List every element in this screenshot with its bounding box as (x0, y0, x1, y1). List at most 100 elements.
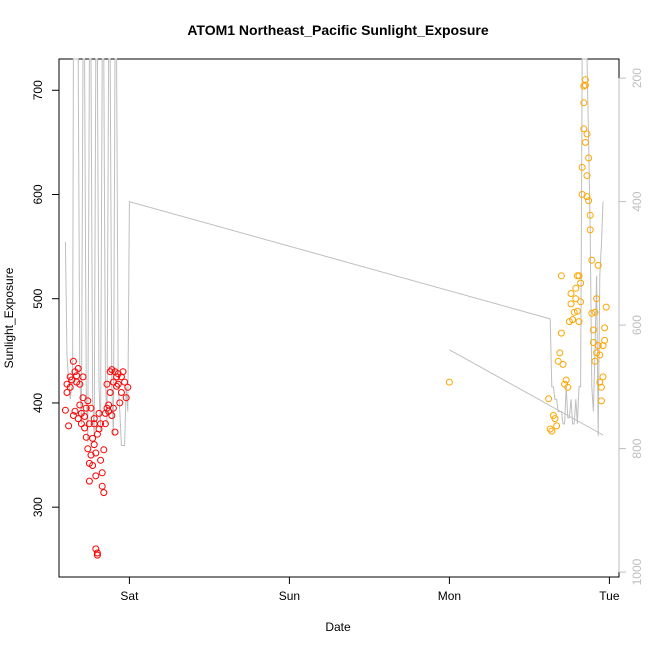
x-tick-label-1: Sun (279, 589, 300, 603)
series-0-point-46 (97, 456, 105, 464)
series-1-point-7 (554, 357, 562, 365)
series-1-point-23 (573, 307, 581, 315)
series-1-point-14 (564, 383, 572, 391)
series-1-point-34 (581, 76, 589, 84)
y2-tick-label-2: 600 (630, 315, 644, 335)
series-0-point-24 (82, 404, 90, 412)
series-0-point-40 (93, 549, 101, 557)
y-tick-label-4: 700 (31, 80, 45, 100)
series-1-point-26 (577, 298, 585, 306)
y2-axis: 200 400 600 800 1000 (618, 68, 644, 585)
series-1-point-29 (578, 163, 586, 171)
y2-tick-label-3: 800 (630, 438, 644, 458)
series-0-point-56 (105, 401, 113, 409)
series-1-point-27 (577, 279, 585, 287)
series-0-point-0 (61, 406, 69, 414)
series-0-point-19 (79, 373, 87, 381)
y2-tick-label-1: 400 (630, 191, 644, 211)
series-1-point-11 (559, 360, 567, 368)
series-1-point-25 (575, 272, 583, 280)
series-0-point-10 (71, 407, 79, 415)
series-1-point-21 (572, 284, 580, 292)
series-1-point-24 (575, 318, 583, 326)
series-1-point-9 (557, 329, 565, 337)
y-tick-label-0: 300 (31, 497, 45, 517)
series-1-point-36 (583, 130, 591, 138)
series-1-point-1 (545, 395, 553, 403)
series-0-point-8 (69, 412, 77, 419)
series-1-point-41 (586, 211, 594, 219)
series-0-point-58 (106, 368, 114, 376)
series-0-point-75 (124, 383, 132, 391)
x-axis-label: Date (325, 620, 351, 634)
series-0-point-34 (90, 441, 98, 449)
series-0-point-54 (103, 380, 111, 388)
series-0-point-73 (121, 378, 129, 386)
series-1-point-52 (594, 261, 602, 269)
series-1-point-54 (596, 351, 604, 359)
x-axis: Sat Sun Mon Tue (120, 576, 620, 603)
series-1-point-6 (553, 422, 561, 430)
y-tick-label-2: 500 (31, 288, 45, 308)
series-1-point-49 (593, 295, 601, 303)
series-1-point-51 (594, 342, 602, 350)
series-1-point-19 (570, 308, 578, 316)
series-0-point-61 (109, 404, 117, 412)
series-0-point-1 (63, 389, 71, 396)
series-0-point-32 (89, 434, 97, 442)
series-1-point-10 (557, 272, 565, 280)
series-0-point-45 (97, 420, 105, 428)
series-1-point-56 (597, 397, 605, 405)
series-1-point-13 (562, 376, 570, 384)
series-0-point-72 (119, 368, 127, 376)
series-0-point-69 (116, 399, 124, 407)
series-0-point-31 (87, 404, 95, 412)
series-1-point-60 (601, 324, 609, 332)
series-0-point-50 (100, 446, 108, 454)
series-0-point-74 (122, 394, 130, 402)
series-1-point-42 (586, 226, 594, 234)
series-1-point-57 (599, 373, 607, 381)
series-0-point-57 (106, 389, 114, 396)
series-1-point-8 (556, 349, 564, 357)
series-1-point-35 (581, 138, 589, 146)
series-1-point-48 (591, 308, 599, 316)
x-tick-label-3: Tue (599, 589, 620, 603)
y2-tick-label-0: 200 (630, 68, 644, 88)
points-layer (61, 76, 610, 559)
line-series-segment-0 (64, 58, 604, 446)
series-0-point-66 (113, 382, 121, 390)
series-0-point-20 (79, 394, 87, 402)
series-0-point-39 (92, 545, 100, 553)
series-1-point-31 (580, 99, 588, 107)
series-1-point-61 (602, 303, 610, 311)
line-series-segment-1 (449, 349, 604, 436)
series-0-point-15 (76, 401, 84, 409)
y-tick-label-3: 600 (31, 184, 45, 204)
series-1-point-38 (583, 193, 591, 201)
series-0-point-7 (69, 357, 77, 365)
chart-title: ATOM1 Northeast_Pacific Sunlight_Exposur… (187, 22, 489, 38)
series-1-point-44 (588, 309, 596, 317)
series-1-point-18 (569, 316, 577, 324)
series-0-point-4 (66, 383, 74, 391)
series-0-point-14 (74, 415, 82, 423)
series-0-point-70 (117, 389, 125, 396)
y-axis: 300 400 500 600 700 (31, 80, 60, 517)
y2-tick-label-4: 1000 (630, 558, 644, 585)
series-0-point-12 (73, 372, 81, 380)
series-1-point-2 (546, 425, 554, 433)
y-axis-label: Sunlight_Exposure (2, 267, 16, 368)
series-0-point-3 (65, 422, 73, 430)
series-1-point-17 (567, 290, 575, 297)
series-1-point-59 (601, 336, 609, 344)
series-1-point-16 (567, 300, 575, 308)
series-1-point-43 (588, 256, 596, 264)
x-tick-label-2: Mon (438, 589, 461, 603)
series-1-point-46 (589, 339, 597, 346)
series-0-point-41 (93, 551, 101, 559)
series-0-point-49 (100, 489, 108, 497)
series-0-point-47 (98, 469, 106, 477)
series-0-point-16 (76, 380, 84, 388)
